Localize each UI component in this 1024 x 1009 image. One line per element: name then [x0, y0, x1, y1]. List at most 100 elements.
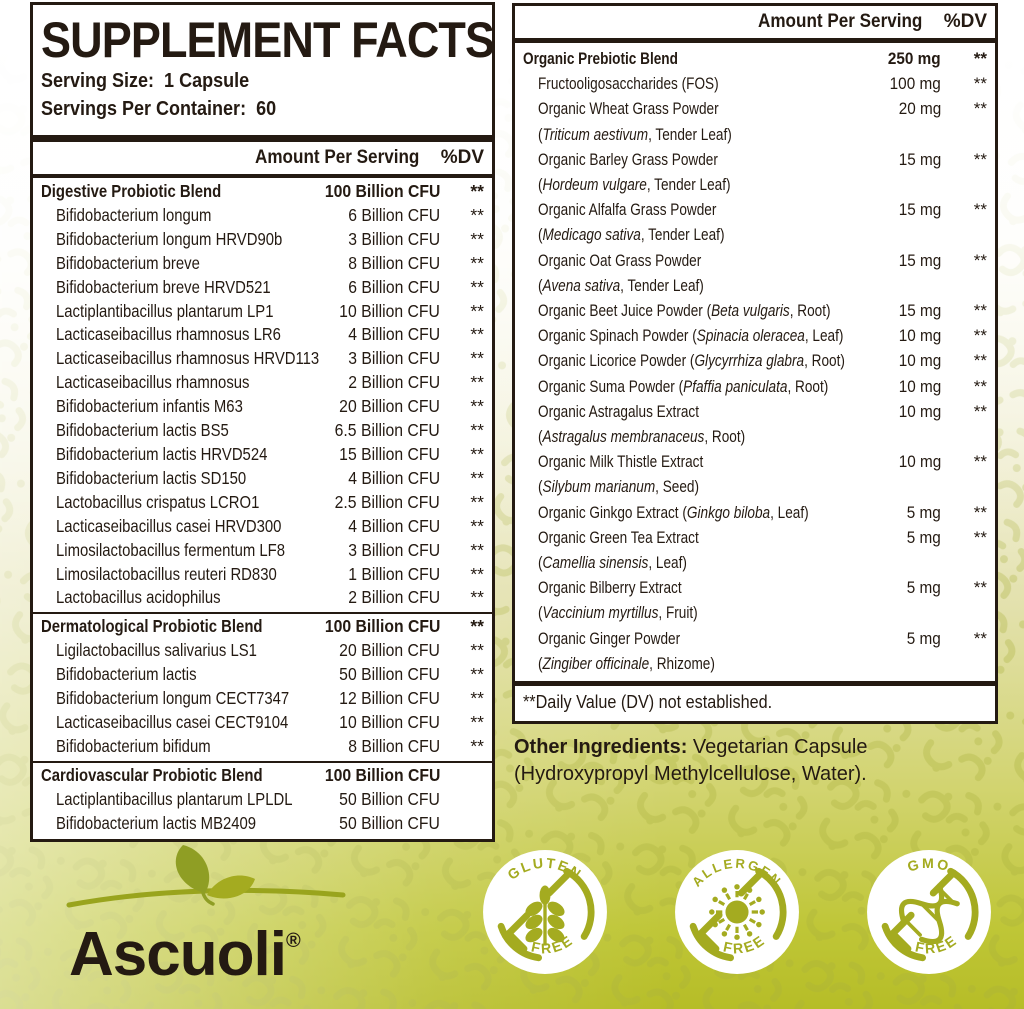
ingredient-row: Bifidobacterium lactis HRVD524 15 Billion… — [41, 443, 484, 467]
ingredient-dv: ** — [973, 250, 987, 270]
svg-text:GMO: GMO — [906, 856, 953, 876]
ingredient-name: Lactiplantibacillus plantarum LPLDL — [56, 788, 293, 809]
ingredient-amount: 8 Billion CFU — [348, 735, 440, 756]
thick-divider — [33, 135, 492, 142]
ingredient-amount: 10 Billion CFU — [339, 711, 440, 732]
ingredient-name: Lactobacillus acidophilus — [56, 587, 221, 608]
ingredient-name: Organic Oat Grass Powder — [538, 250, 702, 270]
ingredient-name: Bifidobacterium lactis HRVD524 — [56, 443, 268, 464]
ingredient-dv: ** — [470, 443, 484, 464]
ingredient-row: Organic Astragalus Extract 10 mg ** — [523, 399, 987, 424]
ingredient-dv: ** — [470, 735, 484, 756]
ingredient-amount: 10 mg — [898, 401, 941, 421]
ingredient-row: Organic Ginkgo Extract (Ginkgo biloba, L… — [523, 500, 987, 525]
ingredient-dv: ** — [470, 228, 484, 249]
column-header-row: Amount Per Serving %DV — [33, 142, 492, 174]
botanical-subline: (Zingiber officinale, Rhizome) — [538, 653, 715, 673]
ingredient-name: Organic Wheat Grass Powder — [538, 99, 719, 119]
footnote-text: **Daily Value (DV) not established. — [523, 692, 773, 713]
ingredient-dv: ** — [973, 628, 987, 648]
dv-column-header: %DV — [943, 11, 987, 32]
ingredient-dv: ** — [973, 527, 987, 547]
badge-allergen-free: ALLERGEN FREE — [674, 849, 800, 980]
other-ingredients-text: Vegetarian Capsule (Hydroxypropyl Methyl… — [514, 736, 868, 785]
ingredient-name: Dermatological Probiotic Blend — [41, 616, 263, 637]
ingredient-amount: 1 Billion CFU — [348, 563, 440, 584]
ingredient-dv: ** — [470, 515, 484, 536]
ingredient-name: Bifidobacterium lactis — [56, 664, 197, 685]
ingredient-name: Organic Alfalfa Grass Powder — [538, 200, 717, 220]
ingredient-row: Lactiplantibacillus plantarum LPLDL 50 Bi… — [41, 788, 484, 812]
ingredient-row: Bifidobacterium lactis BS5 6.5 Billion CF… — [41, 419, 484, 443]
ingredient-name: Bifidobacterium breve HRVD521 — [56, 276, 271, 297]
ingredient-amount: 3 Billion CFU — [348, 539, 440, 560]
amount-column-header: Amount Per Serving — [255, 147, 420, 168]
ingredient-amount: 20 Billion CFU — [339, 396, 440, 417]
prohibition-ring — [497, 867, 595, 962]
ingredient-row: Organic Oat Grass Powder 15 mg ** — [523, 248, 987, 273]
ingredient-dv: ** — [470, 640, 484, 661]
ingredient-amount: 20 Billion CFU — [339, 640, 440, 661]
ingredient-dv: ** — [470, 539, 484, 560]
ingredient-dv: ** — [470, 324, 484, 345]
ingredient-row: Organic Ginger Powder 5 mg ** — [523, 626, 987, 651]
ingredient-name: Bifidobacterium infantis M63 — [56, 396, 243, 417]
ingredient-row: Organic Beet Juice Powder (Beta vulgaris… — [523, 298, 987, 323]
ingredient-amount: 4 Billion CFU — [348, 324, 440, 345]
ingredient-amount: 6 Billion CFU — [348, 204, 440, 225]
ingredient-dv: ** — [470, 372, 484, 393]
ingredient-amount: 50 Billion CFU — [339, 664, 440, 685]
ingredient-row: Bifidobacterium lactis MB2409 50 Billion … — [41, 812, 484, 836]
ingredient-dv: ** — [470, 252, 484, 273]
ingredient-amount: 15 mg — [898, 149, 941, 169]
registered-mark: ® — [285, 930, 301, 952]
ingredient-row: Lactiplantibacillus plantarum LP1 10 Bill… — [41, 300, 484, 324]
ingredient-dv: ** — [470, 276, 484, 297]
ingredient-row: Lacticaseibacillus rhamnosus LR6 4 Billio… — [41, 323, 484, 347]
ingredient-name: Bifidobacterium longum — [56, 204, 212, 225]
ingredient-name: Organic Barley Grass Powder — [538, 149, 718, 169]
ingredient-row: Lactobacillus acidophilus 2 Billion CFU ** — [41, 586, 484, 610]
ingredient-name: Organic Suma Powder (Pfaffia paniculata,… — [538, 376, 829, 396]
ingredient-amount: 10 mg — [898, 452, 941, 472]
ingredient-row: Lacticaseibacillus rhamnosus 2 Billion CF… — [41, 371, 484, 395]
ingredient-name: Organic Milk Thistle Extract — [538, 452, 704, 472]
ingredient-name: Bifidobacterium breve — [56, 252, 200, 273]
ingredient-amount: 100 Billion CFU — [324, 181, 440, 201]
brand-name-text: Ascuoli — [69, 920, 287, 989]
ingredient-amount: 5 mg — [906, 527, 941, 547]
ingredient-row: Bifidobacterium bifidum 8 Billion CFU ** — [41, 735, 484, 759]
ingredient-name: Bifidobacterium lactis BS5 — [56, 420, 229, 441]
panel-title: SUPPLEMENT FACTS — [41, 13, 495, 67]
ingredient-row: Organic Barley Grass Powder 15 mg ** — [523, 147, 987, 172]
serving-size-value: 1 Capsule — [164, 70, 250, 92]
ingredient-name: Fructooligosaccharides (FOS) — [538, 74, 719, 94]
ingredient-dv: ** — [973, 74, 987, 94]
ingredient-name: Organic Ginger Powder — [538, 628, 681, 648]
panel-title-text: SUPPLEMENT FACTS — [41, 12, 495, 68]
blend-header-row: Cardiovascular Probiotic Blend 100 Billio… — [41, 764, 484, 788]
ingredient-row: Bifidobacterium breve 8 Billion CFU ** — [41, 252, 484, 276]
ingredient-dv: ** — [470, 616, 484, 637]
servings-count-label: Servings Per Container: — [41, 98, 247, 120]
ingredient-amount: 2 Billion CFU — [348, 587, 440, 608]
ingredient-name: Lacticaseibacillus rhamnosus LR6 — [56, 324, 281, 345]
ingredient-name: Digestive Probiotic Blend — [41, 181, 222, 201]
ingredient-name: Organic Prebiotic Blend — [523, 49, 678, 68]
prebiotic-blend-panel: Amount Per Serving %DV Organic Prebiotic… — [512, 3, 998, 725]
ingredient-dv: ** — [973, 200, 987, 220]
ingredient-row: Organic Milk Thistle Extract 10 mg ** — [523, 449, 987, 474]
badge-gmo-free: GMO FREE — [866, 849, 992, 980]
ingredient-row: Organic Licorice Powder (Glycyrrhiza gla… — [523, 348, 987, 373]
ingredient-name: Bifidobacterium longum CECT7347 — [56, 688, 290, 709]
ingredient-amount: 8 Billion CFU — [348, 252, 440, 273]
wheat-icon — [525, 885, 565, 946]
ingredient-name: Bifidobacterium lactis MB2409 — [56, 812, 257, 833]
other-ingredients: Other Ingredients: Vegetarian Capsule (H… — [514, 734, 996, 788]
prebiotic-section: Organic Prebiotic Blend 250 mg ** Fructooli… — [515, 46, 995, 676]
botanical-subline: (Avena sativa, Tender Leaf) — [538, 275, 704, 295]
ingredient-row: Bifidobacterium longum CECT7347 12 Billio… — [41, 687, 484, 711]
botanical-subline: (Vaccinium myrtillus, Fruit) — [538, 603, 698, 623]
ingredient-name: Lacticaseibacillus rhamnosus HRVD113 — [56, 348, 320, 369]
ingredient-amount: 50 Billion CFU — [339, 788, 440, 809]
